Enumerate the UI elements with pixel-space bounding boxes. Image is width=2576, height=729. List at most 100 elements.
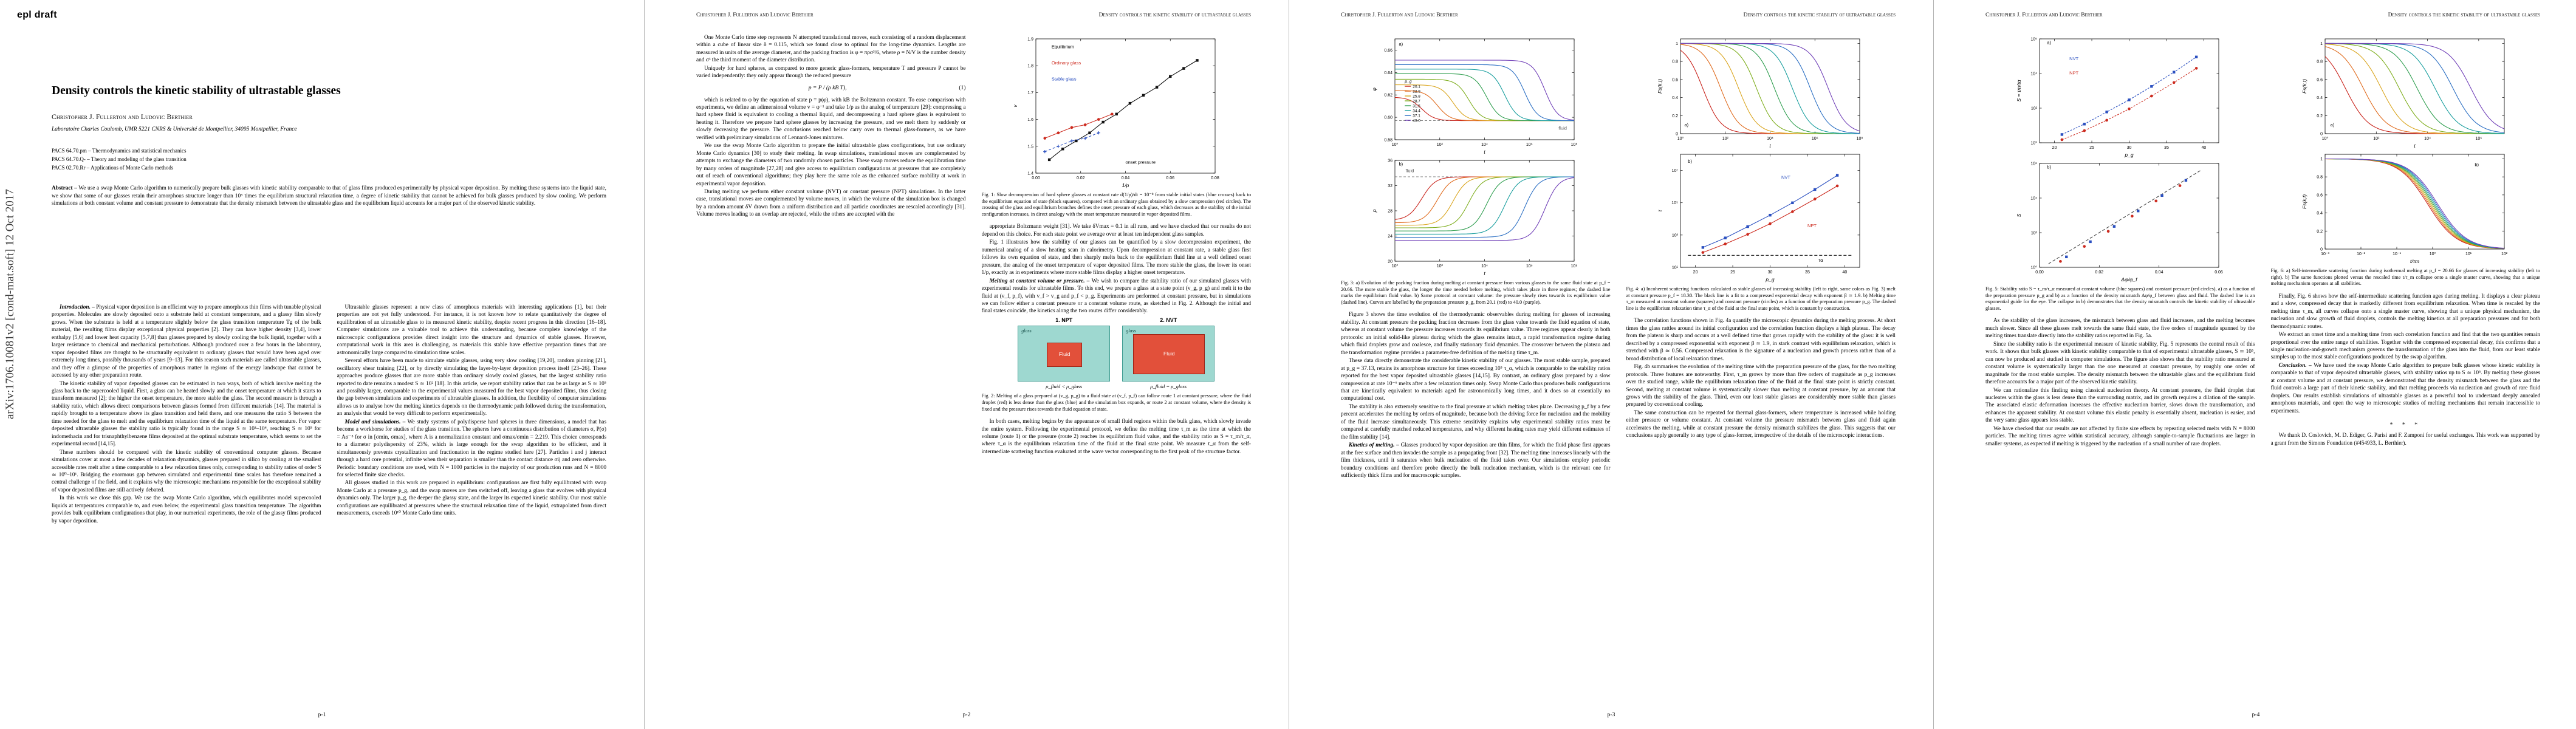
text-block: As the stability of the glass increases,… xyxy=(1985,317,2255,448)
body-columns: Introduction. – Physical vapor depositio… xyxy=(52,304,606,702)
svg-text:10²: 10² xyxy=(2031,231,2038,236)
svg-text:10⁵: 10⁵ xyxy=(1671,201,1678,205)
svg-text:36: 36 xyxy=(1388,159,1392,163)
nvt-label: 2. NVT xyxy=(1160,317,1177,323)
paragraph: appropriate Boltzmann weight [31]. We ta… xyxy=(981,224,1252,238)
abstract: Abstract – We use a swap Monte Carlo alg… xyxy=(52,185,606,207)
svg-text:p_g: p_g xyxy=(1404,80,1412,84)
nvt-panel: 2. NVT glass Fluid ρ_fluid = ρ_glass xyxy=(1122,317,1215,390)
svg-text:20: 20 xyxy=(1693,270,1697,275)
page-number: p-4 xyxy=(2252,712,2260,718)
paragraph: These numbers should be compared with th… xyxy=(52,449,321,493)
npt-panel: 1. NPT glass Fluid ρ_fluid < ρ_glass xyxy=(1018,317,1111,390)
svg-text:31.5: 31.5 xyxy=(1413,104,1420,108)
svg-text:10⁶: 10⁶ xyxy=(1526,264,1533,269)
figure-4a-chart: 10⁰ 10² 10⁴ 10⁶ 10⁸ 0 0.2 0.4 0.6 0.8 1 t Fs(k,t) a) xyxy=(1657,38,1863,149)
svg-text:40: 40 xyxy=(1842,270,1847,275)
paragraph: which is related to φ by the equation of… xyxy=(696,97,966,141)
svg-text:0.04: 0.04 xyxy=(2155,270,2163,275)
svg-text:0.06: 0.06 xyxy=(1166,176,1174,180)
paragraph: Conclusion. – We have used the swap Mont… xyxy=(2270,362,2541,414)
svg-text:10¹: 10¹ xyxy=(2465,252,2472,256)
svg-text:0.4: 0.4 xyxy=(2317,96,2323,100)
svg-text:0.58: 0.58 xyxy=(1385,139,1393,143)
svg-text:10⁻³: 10⁻³ xyxy=(2321,252,2329,256)
page-number: p-2 xyxy=(962,712,971,718)
svg-text:fluid: fluid xyxy=(1558,125,1567,131)
paragraph: We can rationalize this finding using cl… xyxy=(1985,387,2255,424)
svg-text:0.08: 0.08 xyxy=(1211,176,1219,180)
figure-1-chart: 0.00 0.02 0.04 0.06 0.08 1.4 1.5 1.6 1.7 1.8 1.9 1/… xyxy=(1012,38,1219,189)
paragraph: Figure 3 shows the time evolution of the… xyxy=(1341,312,1611,356)
figure-4-caption: Fig. 4: a) Incoherent scattering functio… xyxy=(1626,286,1896,311)
svg-text:35: 35 xyxy=(2164,146,2169,150)
running-authors: Christopher J. Fullerton and Ludovic Ber… xyxy=(1341,12,1458,18)
svg-text:10⁷: 10⁷ xyxy=(1671,169,1678,173)
svg-text:10²: 10² xyxy=(1437,143,1444,147)
nvt-sublabel: ρ_fluid = ρ_glass xyxy=(1150,383,1187,389)
fluid-droplet: Fluid xyxy=(1047,342,1083,367)
svg-text:0: 0 xyxy=(2320,248,2323,252)
page-4: Christopher J. Fullerton and Ludovic Ber… xyxy=(1933,0,2576,729)
page-3: Christopher J. Fullerton and Ludovic Ber… xyxy=(1289,0,1933,729)
paragraph: The correlation functions shown in Fig. … xyxy=(1626,318,1896,362)
svg-text:Δφ/φ_f: Δφ/φ_f xyxy=(2121,276,2139,282)
running-head: Christopher J. Fullerton and Ludovic Ber… xyxy=(1341,12,1896,18)
svg-text:10⁰: 10⁰ xyxy=(2031,141,2038,146)
svg-text:0.2: 0.2 xyxy=(2317,230,2323,234)
svg-text:0.4: 0.4 xyxy=(1672,96,1678,100)
running-head: Christopher J. Fullerton and Ludovic Ber… xyxy=(696,12,1251,18)
glass-label: glass xyxy=(1021,327,1032,334)
column-right: 10⁰ 10² 10⁴ 10⁶ 0 0.2 0.4 0.6 0.8 1 t Fs(k,t) a) 10⁻… xyxy=(2270,34,2541,702)
svg-text:0: 0 xyxy=(1676,132,1678,137)
paragraph: All glasses studied in this work are pre… xyxy=(337,480,607,517)
pacs-block: PACS 64.70.pm – Thermodynamics and stati… xyxy=(52,147,606,173)
svg-text:37.1: 37.1 xyxy=(1413,114,1420,118)
paragraph: We thank D. Coslovich, M. D. Ediger, G. … xyxy=(2270,433,2541,447)
svg-text:0.8: 0.8 xyxy=(2317,176,2323,180)
column-right: Ultrastable glasses represent a new clas… xyxy=(337,304,607,702)
paragraph: Kinetics of melting. – Glasses produced … xyxy=(1341,442,1611,479)
paragraph: During melting we perform either constan… xyxy=(696,189,966,218)
svg-text:0.2: 0.2 xyxy=(1672,114,1678,118)
svg-text:10⁶: 10⁶ xyxy=(1812,137,1818,141)
svg-text:S: S xyxy=(2016,213,2022,217)
glass-box: glass Fluid xyxy=(1018,325,1111,382)
svg-text:NVT: NVT xyxy=(2069,56,2078,61)
figure-3a-chart: 10⁰ 10² 10⁴ 10⁶ 10⁸ 0.58 0.60 0.62 0.64 0.66 t φ a) f… xyxy=(1371,38,1578,155)
svg-text:Stable glass: Stable glass xyxy=(1052,77,1077,82)
svg-text:20.1: 20.1 xyxy=(1413,84,1420,89)
column-right: 0.00 0.02 0.04 0.06 0.08 1.4 1.5 1.6 1.7 1.8 1.9 1/… xyxy=(982,34,1252,702)
svg-text:32: 32 xyxy=(1388,184,1392,188)
svg-text:1.4: 1.4 xyxy=(1027,172,1033,176)
svg-text:0.6: 0.6 xyxy=(2317,193,2323,197)
npt-label: 1. NPT xyxy=(1055,317,1073,323)
svg-text:0.00: 0.00 xyxy=(1032,176,1040,180)
svg-text:1.9: 1.9 xyxy=(1027,38,1033,42)
svg-text:Fs(k,t): Fs(k,t) xyxy=(2301,194,2307,209)
running-authors: Christopher J. Fullerton and Ludovic Ber… xyxy=(1985,12,2103,18)
figure-4b-chart: 20 25 30 35 40 10¹ 10³ 10⁵ 10⁷ p_g τ b) NVT NPT τα xyxy=(1657,154,1860,282)
paragraph: Since the stability ratio is the experim… xyxy=(1985,341,2255,386)
svg-text:b): b) xyxy=(2047,165,2052,170)
svg-text:10²: 10² xyxy=(1722,137,1728,141)
text-block: The correlation functions shown in Fig. … xyxy=(1626,317,1896,439)
svg-text:NVT: NVT xyxy=(1781,174,1790,180)
glass-box: glass Fluid xyxy=(1122,325,1215,382)
column-left: 20 25 30 35 40 10⁰ 10² 10⁴ 10⁶ p_g S = τm/τα a) NVT N… xyxy=(1985,34,2255,702)
svg-text:10⁶: 10⁶ xyxy=(2031,162,2038,166)
paragraph: The same construction can be repeated fo… xyxy=(1626,409,1896,439)
pacs-entry: PACS 02.70.Rr – Applications of Monte Ca… xyxy=(52,165,174,171)
front-matter: Density controls the kinetic stability o… xyxy=(52,84,606,207)
svg-text:a): a) xyxy=(1684,122,1688,128)
running-head: Christopher J. Fullerton and Ludovic Ber… xyxy=(1985,12,2540,18)
running-authors: Christopher J. Fullerton and Ludovic Ber… xyxy=(696,12,814,18)
svg-text:10⁻²: 10⁻² xyxy=(2357,252,2365,256)
svg-text:v: v xyxy=(1012,104,1018,108)
svg-text:28: 28 xyxy=(1388,210,1392,214)
page-2: Christopher J. Fullerton and Ludovic Ber… xyxy=(644,0,1289,729)
column-right: 10⁰ 10² 10⁴ 10⁶ 10⁸ 0 0.2 0.4 0.6 0.8 1 t Fs(k,t) a) … xyxy=(1626,34,1896,702)
running-title: Density controls the kinetic stability o… xyxy=(2388,12,2540,18)
svg-text:1: 1 xyxy=(2320,157,2323,162)
svg-text:10⁶: 10⁶ xyxy=(2475,137,2482,141)
